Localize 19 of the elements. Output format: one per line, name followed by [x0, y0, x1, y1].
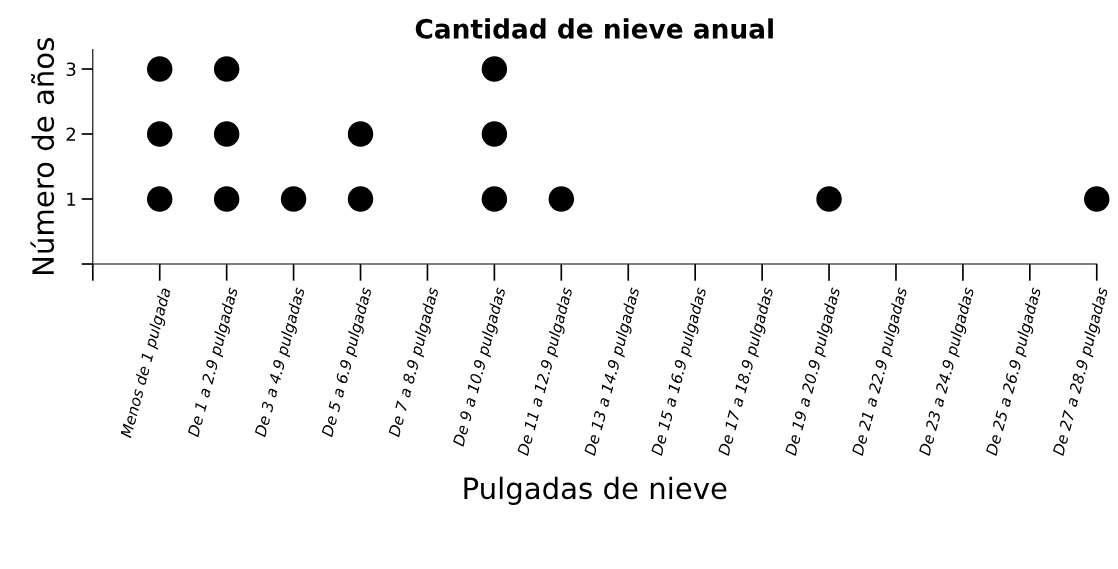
y-tick-label: 3: [66, 62, 76, 77]
x-tick-label: Menos de 1 pulgada: [119, 287, 174, 440]
x-axis-title: Pulgadas de nieve: [464, 476, 727, 505]
y-tick-label: 2: [66, 127, 76, 141]
x-tick-label: De 3 a 4.9 pulgadas: [253, 286, 308, 439]
x-tick-label: De 13 a 14.9 pulgadas: [583, 286, 643, 457]
y-tick-label: 1: [67, 192, 76, 206]
x-tick-label: De 17 a 18.9 pulgadas: [717, 286, 777, 457]
x-tick-label: De 19 a 20.9 pulgadas: [784, 286, 844, 457]
x-tick-label: De 27 a 28.9 pulgadas: [1052, 286, 1111, 457]
y-axis-title: Número de años: [30, 38, 55, 275]
x-tick-label: De 9 a 10.9 pulgadas: [452, 286, 509, 448]
x-tick-label: De 5 a 6.9 pulgadas: [320, 286, 375, 439]
x-tick-label: De 15 a 16.9 pulgadas: [650, 286, 710, 457]
x-tick-label: De 1 a 2.9 pulgadas: [186, 286, 241, 439]
x-tick-label: De 7 a 8.9 pulgadas: [387, 286, 442, 439]
x-tick-label: De 25 a 26.9 pulgadas: [985, 286, 1045, 457]
chart-title: Cantidad de nieve anual: [415, 18, 773, 39]
x-tick-label: De 11 a 12.9 pulgadas: [516, 286, 576, 457]
